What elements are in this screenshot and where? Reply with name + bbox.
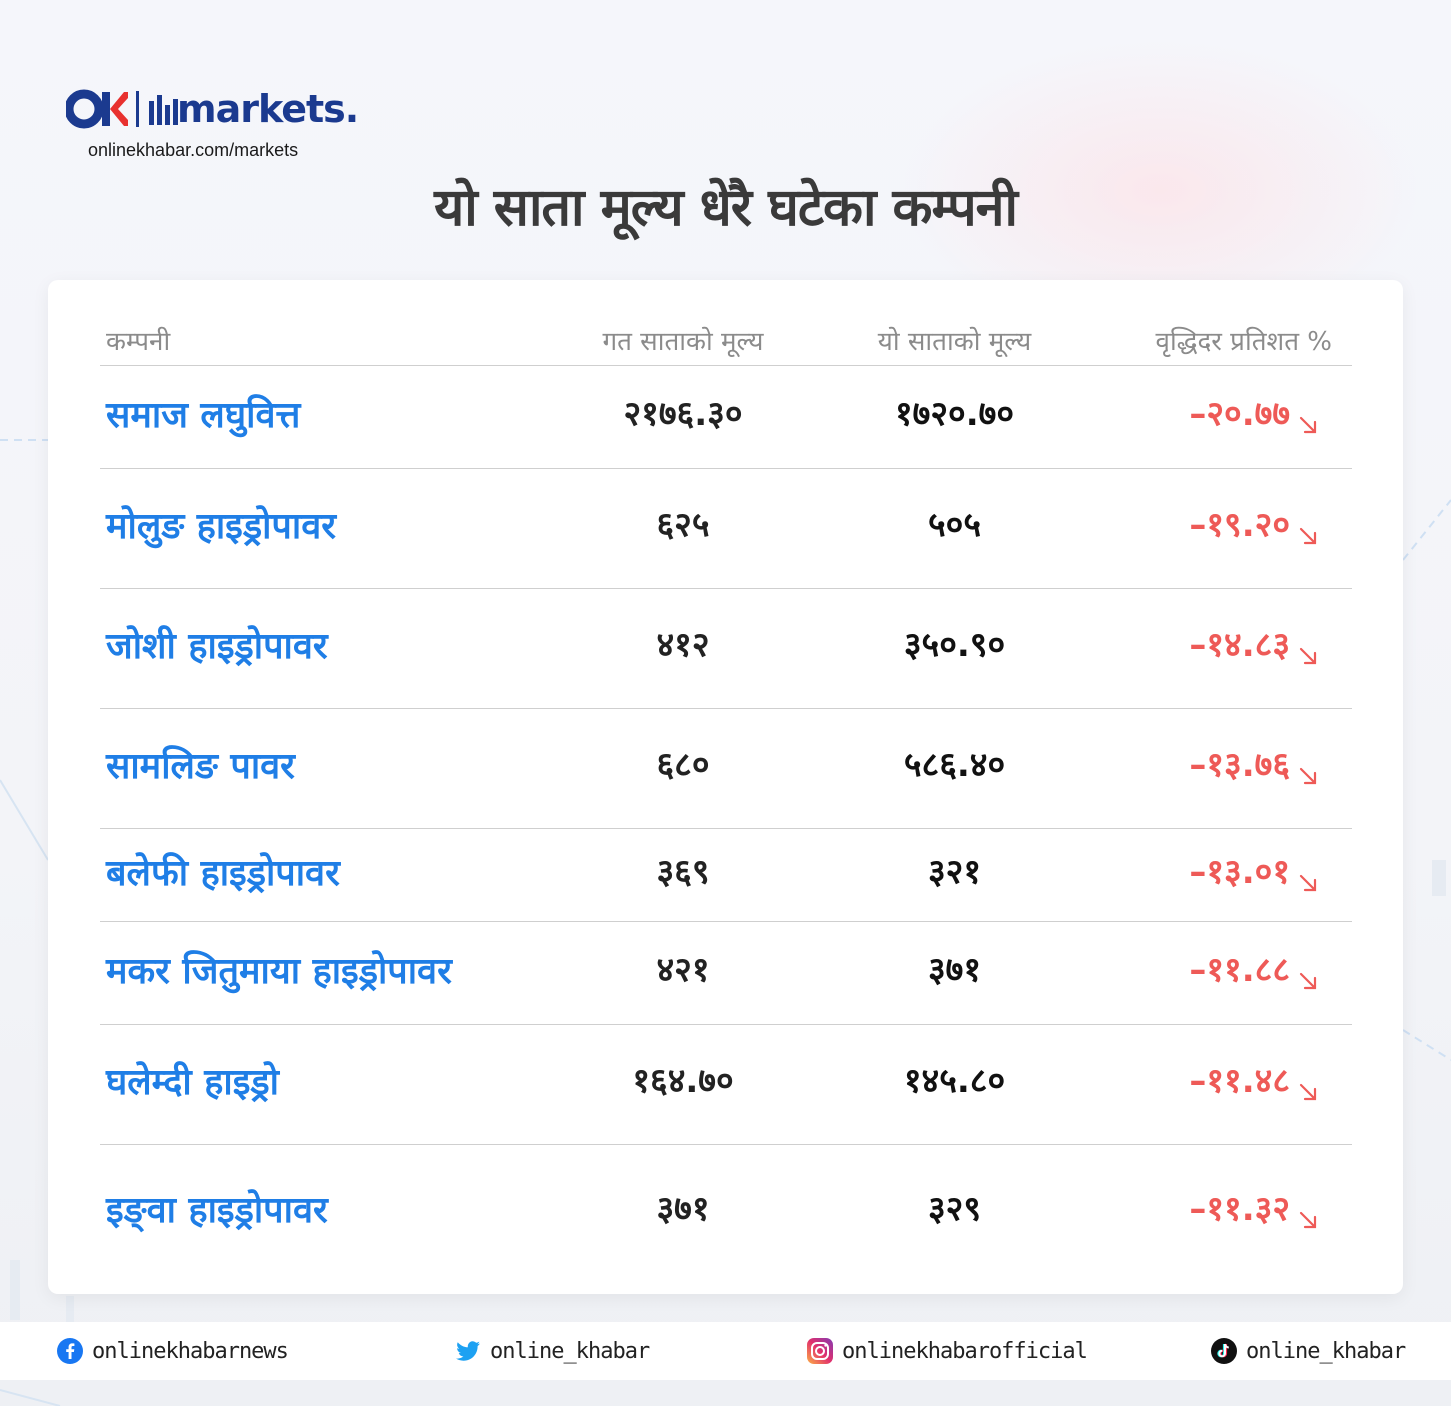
this-week-price: ५८६.४० <box>903 745 1006 785</box>
company-name: समाज लघुवित्त <box>106 395 301 436</box>
company-name: मोलुङ हाइड्रोपावर <box>106 506 336 547</box>
table-card: कम्पनी गत साताको मूल्य यो साताको मूल्य व… <box>48 280 1403 1294</box>
facebook-icon <box>57 1338 83 1364</box>
last-week-price: १६४.७० <box>632 1061 734 1101</box>
company-name: घलेम्दी हाइड्रो <box>106 1062 279 1103</box>
header-company: कम्पनी <box>106 327 171 357</box>
tiktok-link[interactable]: online_khabar <box>1210 1336 1406 1366</box>
last-week-price: २१७६.३० <box>623 394 743 434</box>
twitter-handle: online_khabar <box>490 1338 650 1364</box>
company-name: बलेफी हाइड्रोपावर <box>106 853 340 894</box>
change-percent: –११.३२ <box>1189 1189 1290 1229</box>
this-week-price: ३५०.९० <box>903 625 1006 665</box>
this-week-price: ३७१ <box>927 950 982 990</box>
last-week-price: ४२१ <box>656 950 710 990</box>
twitter-link[interactable]: online_khabar <box>454 1336 650 1366</box>
trend-down-arrow-icon <box>1299 416 1317 434</box>
page-title: यो साता मूल्य धेरै घटेका कम्पनी <box>434 178 1018 238</box>
change-percent: –११.४८ <box>1189 1061 1290 1101</box>
this-week-price: १७२०.७० <box>895 394 1014 434</box>
trend-down-arrow-icon <box>1299 527 1317 545</box>
facebook-link[interactable]: onlinekhabarnews <box>56 1336 289 1366</box>
brand-logo[interactable]: markets. <box>66 87 359 131</box>
last-week-price: ६२५ <box>656 505 710 545</box>
change-percent: –२०.७७ <box>1189 394 1290 434</box>
tiktok-icon <box>1211 1338 1237 1364</box>
company-name: सामलिङ पावर <box>106 746 295 787</box>
instagram-handle: onlinekhabarofficial <box>842 1338 1088 1364</box>
company-name: जोशी हाइड्रोपावर <box>106 626 328 667</box>
table-header: कम्पनी गत साताको मूल्य यो साताको मूल्य व… <box>100 320 1352 366</box>
change-percent: –१३.७६ <box>1189 745 1290 785</box>
instagram-icon <box>807 1338 833 1364</box>
brand-url[interactable]: onlinekhabar.com/markets <box>88 140 299 160</box>
this-week-price: १४५.८० <box>903 1061 1006 1101</box>
trend-down-arrow-icon <box>1299 874 1317 892</box>
last-week-price: ३६९ <box>656 852 710 892</box>
facebook-handle: onlinekhabarnews <box>92 1338 289 1364</box>
header-change: वृद्धिदर प्रतिशत % <box>1155 327 1333 357</box>
instagram-link[interactable]: onlinekhabarofficial <box>806 1336 1088 1366</box>
table-row: घलेम्दी हाइड्रो १६४.७० १४५.८० –११.४८ <box>100 1024 1352 1145</box>
ok-logo-icon <box>66 88 128 130</box>
header-this-week: यो साताको मूल्य <box>877 327 1032 357</box>
markets-wordmark: markets. <box>149 87 359 131</box>
trend-down-arrow-icon <box>1299 647 1317 665</box>
company-name: इङ्वा हाइड्रोपावर <box>106 1190 328 1231</box>
bar-chart-icon <box>149 95 178 125</box>
table-row: समाज लघुवित्त २१७६.३० १७२०.७० –२०.७७ <box>100 366 1352 469</box>
social-footer: onlinekhabarnews online_khabar onlinekha… <box>0 1322 1451 1380</box>
last-week-price: ३७१ <box>656 1189 710 1229</box>
this-week-price: ३२९ <box>927 1189 982 1229</box>
trend-down-arrow-icon <box>1299 1083 1317 1101</box>
table-row: बलेफी हाइड्रोपावर ३६९ ३२१ –१३.०१ <box>100 828 1352 922</box>
this-week-price: ३२१ <box>927 852 982 892</box>
twitter-icon <box>456 1341 480 1361</box>
table-row: मोलुङ हाइड्रोपावर ६२५ ५०५ –१९.२० <box>100 468 1352 589</box>
table-row: सामलिङ पावर ६८० ५८६.४० –१३.७६ <box>100 708 1352 829</box>
logo-text: markets. <box>177 87 359 131</box>
this-week-price: ५०५ <box>927 505 982 545</box>
tiktok-handle: online_khabar <box>1246 1338 1406 1364</box>
change-percent: –१९.२० <box>1189 505 1290 545</box>
trend-down-arrow-icon <box>1299 767 1317 785</box>
logo-divider <box>136 91 139 127</box>
table-row: जोशी हाइड्रोपावर ४१२ ३५०.९० –१४.८३ <box>100 588 1352 709</box>
last-week-price: ४१२ <box>656 625 710 665</box>
trend-down-arrow-icon <box>1299 1211 1317 1229</box>
table-row: इङ्वा हाइड्रोपावर ३७१ ३२९ –११.३२ <box>100 1144 1352 1280</box>
trend-down-arrow-icon <box>1299 972 1317 990</box>
last-week-price: ६८० <box>656 745 710 785</box>
company-name: मकर जितुमाया हाइड्रोपावर <box>106 951 452 992</box>
header-last-week: गत साताको मूल्य <box>602 327 764 357</box>
change-percent: –१३.०१ <box>1189 852 1290 892</box>
change-percent: –१४.८३ <box>1189 625 1290 665</box>
change-percent: –११.८८ <box>1189 950 1290 990</box>
table-row: मकर जितुमाया हाइड्रोपावर ४२१ ३७१ –११.८८ <box>100 921 1352 1025</box>
